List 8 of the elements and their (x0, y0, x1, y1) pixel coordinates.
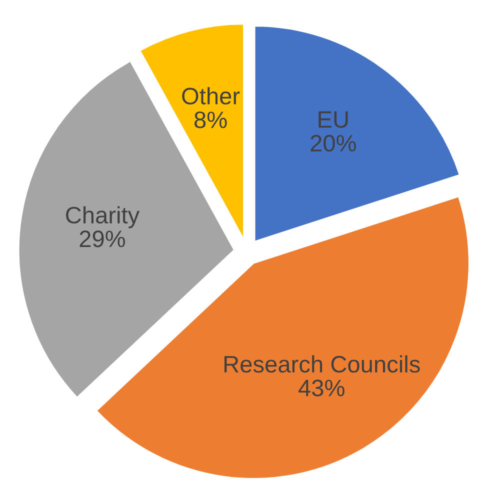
slice-label: Charity (66, 206, 140, 228)
data-label: 20% (310, 134, 356, 152)
data-label: 8% (194, 112, 227, 128)
data-label: 43% (298, 380, 344, 396)
slice-label: Other (182, 87, 240, 104)
slice-label: Research Councils (224, 355, 420, 373)
data-label: 29% (80, 230, 126, 248)
slice-label: EU (318, 111, 348, 128)
